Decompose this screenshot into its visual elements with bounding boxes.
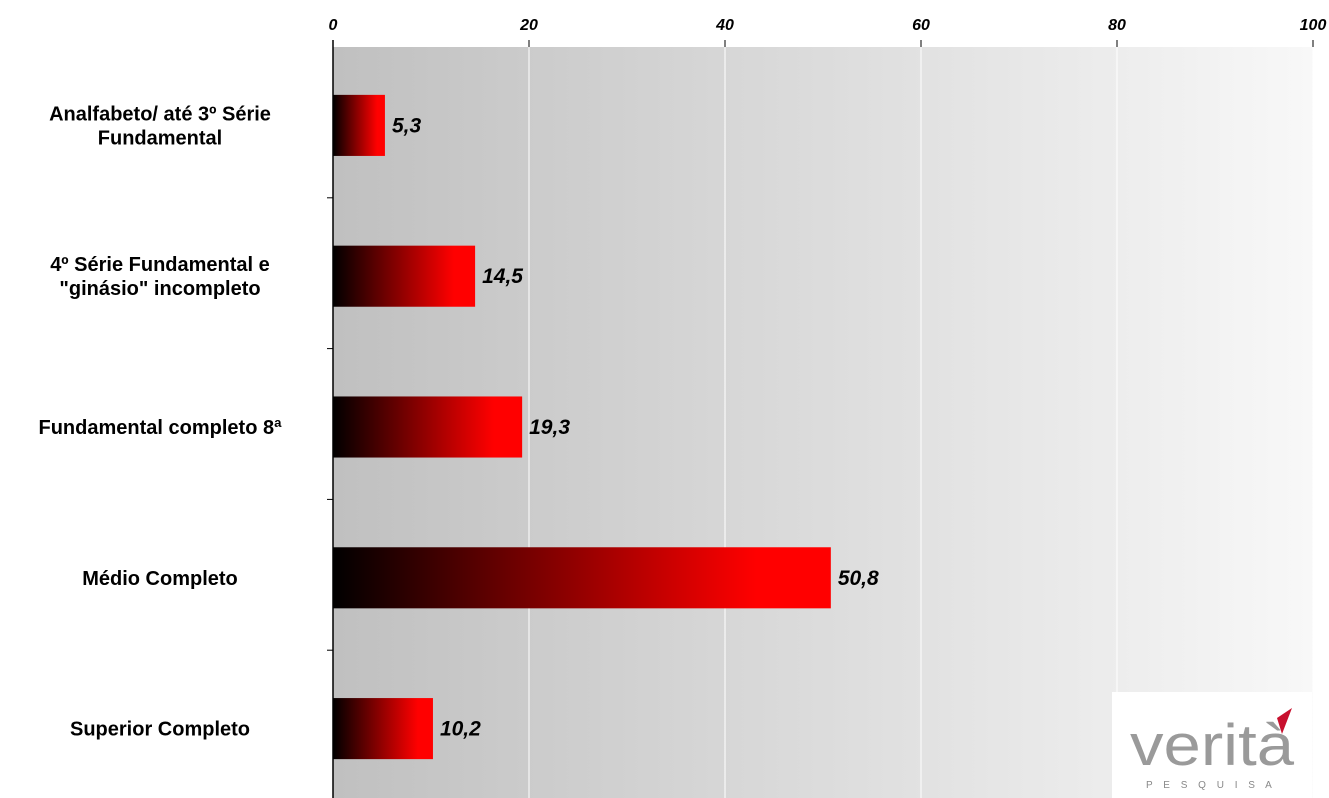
category-labels: Analfabeto/ até 3º Série Fundamental 4º Sé… <box>39 103 283 740</box>
value-label: 19,3 <box>529 416 570 439</box>
value-label: 14,5 <box>482 265 523 288</box>
value-label: 50,8 <box>838 567 879 590</box>
category-label: Superior Completo <box>70 719 250 741</box>
grid-lines <box>528 47 1314 798</box>
x-tick-label: 100 <box>1300 17 1327 34</box>
logo-wordmark: verità <box>1130 713 1295 778</box>
category-label-line: Fundamental <box>98 127 222 149</box>
category-label-line: Superior Completo <box>70 719 250 741</box>
category-label-line: Analfabeto/ até 3º Série <box>49 103 271 125</box>
x-tick-label: 20 <box>519 17 538 34</box>
category-label-line: Fundamental completo 8ª <box>39 417 283 439</box>
category-label: Fundamental completo 8ª <box>39 417 283 439</box>
verita-logo: verità P E S Q U I S A <box>1112 692 1312 798</box>
category-label: Analfabeto/ até 3º Série Fundamental <box>49 103 271 149</box>
logo-accent-mark <box>1277 708 1292 734</box>
logo-background <box>1112 692 1312 798</box>
x-tick-label: 60 <box>912 17 930 34</box>
bar <box>333 396 523 458</box>
bars <box>333 94 831 760</box>
x-tick-label: 80 <box>1108 17 1126 34</box>
bar <box>333 245 476 307</box>
bar <box>333 698 433 760</box>
x-tick-label: 40 <box>715 17 734 34</box>
logo-tagline: P E S Q U I S A <box>1146 780 1276 791</box>
category-label-line: 4º Série Fundamental e <box>50 254 270 276</box>
x-tick-labels: 0 20 40 60 80 100 <box>329 17 1327 34</box>
category-label: 4º Série Fundamental e "ginásio" incomple… <box>50 254 270 300</box>
value-label: 10,2 <box>440 718 481 741</box>
category-label: Médio Completo <box>82 568 238 590</box>
category-label-line: Médio Completo <box>82 568 238 590</box>
value-labels: 5,3 14,5 19,3 50,8 10,2 <box>392 114 879 740</box>
bar <box>333 547 831 609</box>
bar <box>333 94 385 156</box>
x-tick-label: 0 <box>329 17 338 34</box>
category-label-line: "ginásio" incompleto <box>59 278 260 300</box>
value-label: 5,3 <box>392 114 422 137</box>
